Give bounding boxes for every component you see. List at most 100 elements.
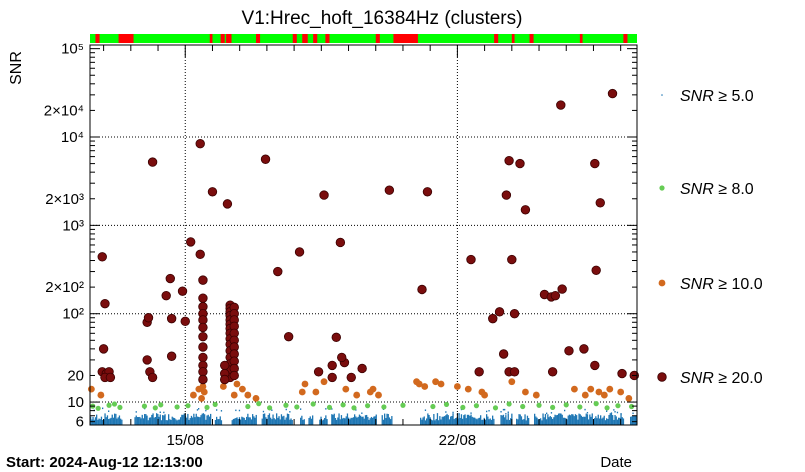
snr20-point [222, 199, 233, 209]
snr5-bar [459, 417, 461, 425]
snr10-point [581, 391, 589, 399]
snr5-bar [104, 413, 106, 425]
snr5-bar [373, 416, 375, 425]
snr5-bar [142, 418, 145, 425]
snr5-bar [170, 419, 172, 425]
snr5-bar [282, 416, 284, 425]
snr10-point [312, 388, 320, 396]
snr8-point [443, 401, 450, 408]
snr5-bar [526, 415, 529, 425]
snr5-bar [117, 417, 119, 425]
snr5-bar [364, 415, 367, 425]
snr20-point [331, 332, 341, 343]
snr5-bar [463, 415, 465, 425]
snr5-bar [178, 419, 181, 425]
snr5-bar [618, 417, 620, 425]
snr5-bar [505, 415, 507, 425]
snr8-point [245, 403, 251, 410]
snr5-bar [163, 415, 165, 425]
snr10-point [508, 378, 516, 386]
snr20-point [198, 374, 208, 385]
snr20-point [579, 344, 589, 354]
snr20-point [165, 273, 175, 284]
snr20-point [590, 158, 600, 169]
data-marks [87, 88, 639, 425]
segment-bad [623, 34, 628, 43]
snr5-bar [172, 417, 175, 425]
snr5-bar [174, 418, 176, 425]
snr5-bar [210, 413, 212, 425]
snr5-bar [237, 418, 239, 425]
snr8-point [628, 403, 635, 410]
x-axis: 15/08 22/08 [103, 45, 622, 449]
snr20-point [319, 190, 329, 200]
y-tick-label: 10² [62, 306, 84, 323]
snr5-bar [445, 415, 447, 425]
snr5-bar [523, 419, 525, 425]
snr5-bar [345, 416, 347, 425]
snr5-bar [151, 414, 153, 425]
snr20-point [142, 355, 152, 365]
legend-entry-var: SNR [680, 88, 714, 105]
snr5-bar [501, 415, 503, 425]
snr5-bar [567, 415, 569, 425]
snr5-point [361, 412, 363, 414]
snr20-point [488, 313, 498, 324]
snr5-bar [484, 419, 487, 425]
snr5-bar [536, 417, 538, 425]
snr5-point [235, 409, 237, 412]
legend-entry-threshold: ≥ 8.0 [714, 181, 754, 198]
snr5-bar [382, 419, 385, 425]
snr5-bar [367, 416, 369, 425]
snr10-point [464, 385, 472, 393]
snr5-bar [543, 417, 545, 425]
snr8-point [212, 401, 218, 408]
snr5-bar [148, 417, 151, 425]
snr20-point [273, 266, 283, 277]
snr5-bar [472, 417, 475, 425]
snr5-bar [424, 420, 427, 425]
snr5-bar [334, 417, 337, 425]
snr10-point [233, 380, 241, 388]
snr5-bar [152, 413, 154, 425]
snr10-point [415, 380, 423, 388]
snr5-bar [171, 416, 173, 425]
snr5-point [632, 412, 634, 415]
snr20-point [595, 198, 605, 208]
snr5-bar [595, 416, 597, 425]
snr20-point [417, 284, 427, 295]
snr5-bar [241, 416, 243, 425]
snr20-point [547, 367, 558, 377]
snr5-bar [632, 415, 634, 425]
snr5-bar [388, 417, 391, 425]
snr5-bar [176, 420, 178, 425]
snr5-bar [138, 417, 140, 425]
snr20-point [384, 185, 395, 195]
snr5-bar [432, 420, 434, 425]
snr5-bar [502, 414, 505, 425]
snr5-bar [434, 420, 436, 425]
snr20-point [166, 351, 177, 361]
snr5-bar [268, 413, 271, 425]
snr5-bar [384, 413, 386, 425]
snr8-point [536, 402, 542, 408]
snr5-bar [139, 416, 141, 425]
snr5-bar [219, 416, 221, 425]
snr5-bar [346, 413, 349, 425]
snr5-bar [481, 419, 483, 425]
snr5-bar [150, 417, 152, 425]
snr5-bar [462, 418, 464, 425]
snr8-point [430, 403, 436, 410]
snr5-bar [428, 414, 430, 425]
snr5-bar [362, 416, 364, 425]
snr5-bar [141, 414, 143, 425]
snr5-bar [446, 413, 448, 425]
snr5-bar [427, 413, 429, 425]
snr20-point [557, 284, 567, 294]
snr5-bar [116, 418, 118, 425]
snr8-point [351, 405, 357, 411]
snr5-bar [552, 418, 554, 425]
snr5-bar [375, 414, 377, 425]
snr5-bar [106, 415, 109, 425]
